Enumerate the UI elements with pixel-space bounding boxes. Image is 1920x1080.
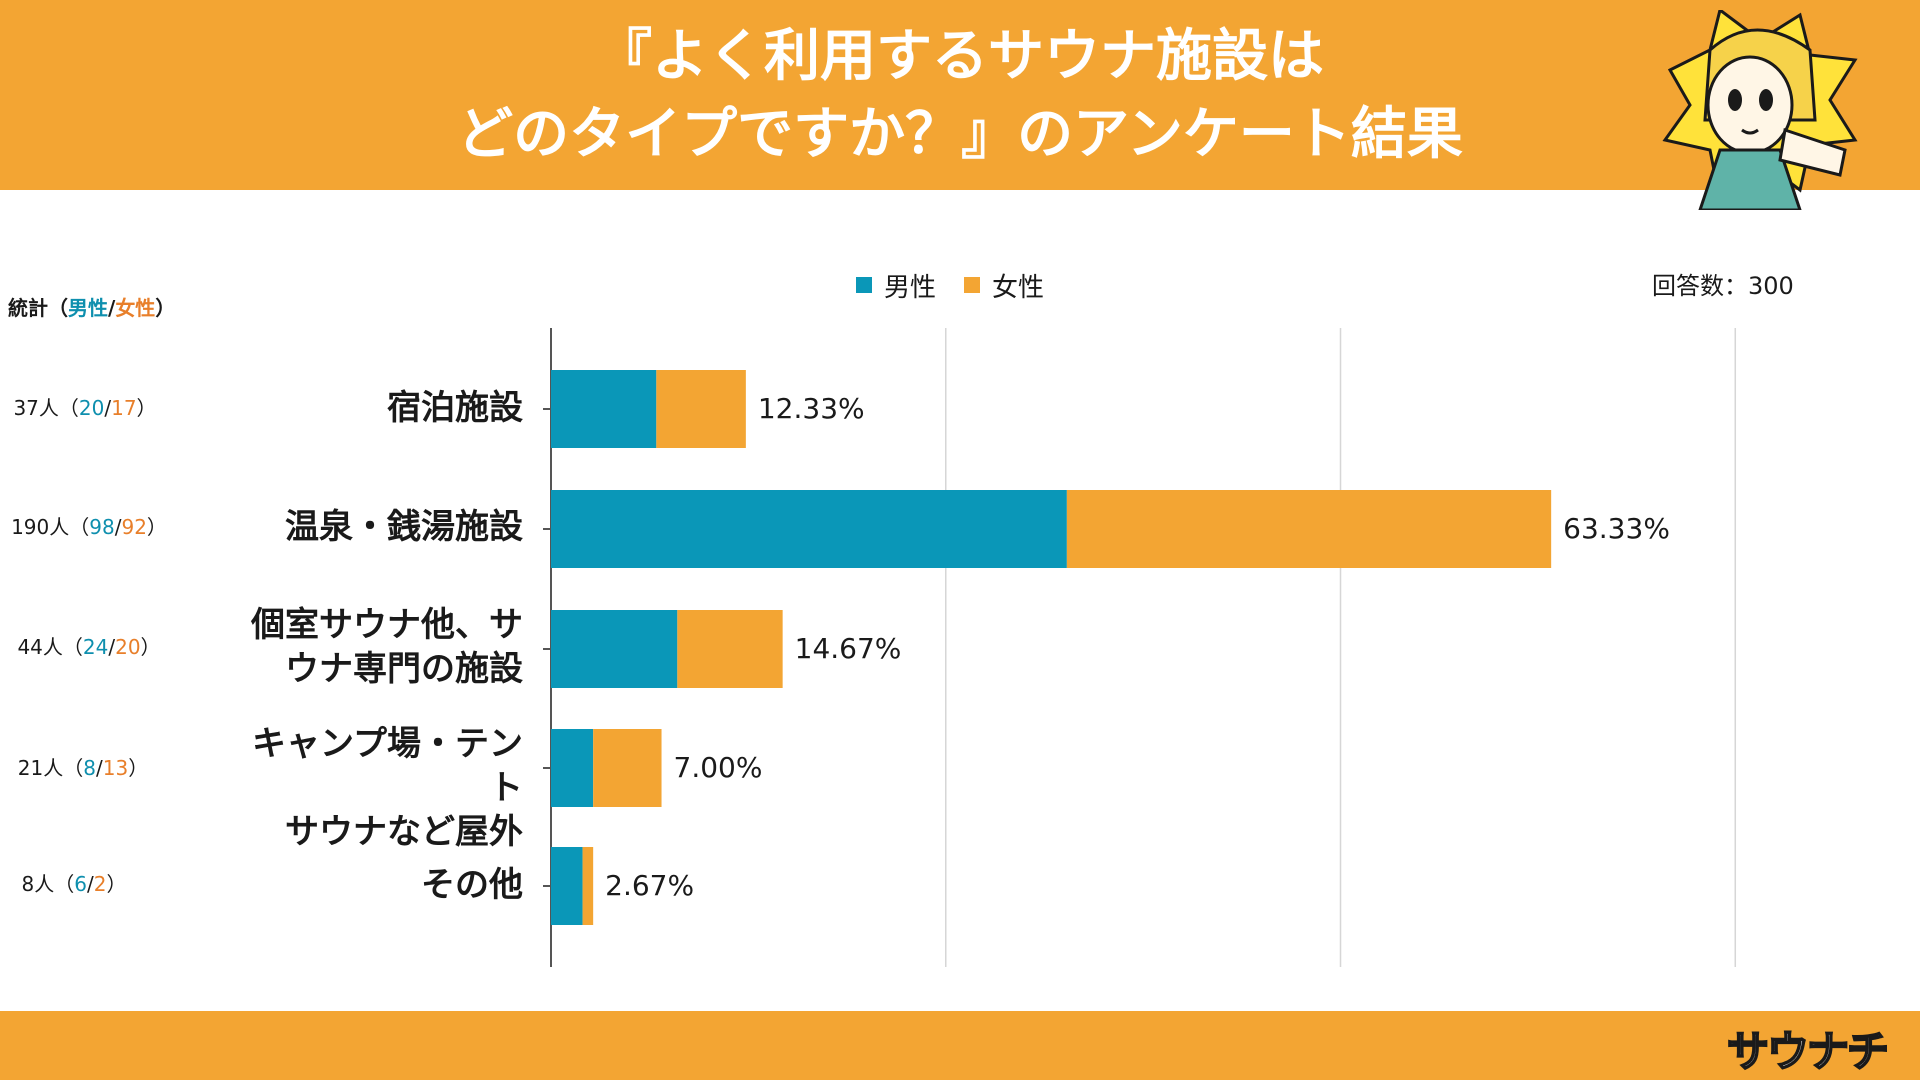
bar-male [551, 490, 1067, 568]
category-label: キャンプ場・テント サウナなど屋外 [223, 722, 523, 854]
category-label: 温泉・銭湯施設 [223, 505, 523, 549]
legend-item-male: 男性 [856, 267, 936, 304]
header-band [0, 0, 1920, 190]
respondent-count: 回答数：300 [1652, 272, 1794, 300]
bar-male [551, 610, 678, 688]
category-label-line: キャンプ場・テント [252, 724, 523, 808]
bar-male [551, 729, 594, 807]
stat-row: 37人（20/17） [13, 396, 157, 420]
stat-female: 92 [121, 515, 147, 539]
stats-title-female: 女性 [115, 296, 156, 320]
stats-title-prefix: 統計（ [8, 296, 68, 320]
footer-band [0, 1011, 1920, 1080]
stat-total: 21人 [17, 756, 64, 780]
stat-male: 20 [78, 396, 105, 420]
stat-male: 98 [89, 515, 115, 539]
stat-total: 190人 [11, 515, 70, 539]
legend-label-female: 女性 [992, 272, 1045, 303]
legend-label-male: 男性 [884, 272, 937, 303]
bar-data-label: 7.00% [673, 751, 763, 784]
stats-title-suffix: ） [155, 296, 176, 320]
bar-female [582, 847, 594, 925]
stat-male: 24 [82, 635, 109, 659]
page-title-line-2: どのタイプですか？』のアンケート結果 [457, 102, 1463, 167]
page-title-line-1: 『よく利用するサウナ施設は [596, 24, 1324, 89]
legend-swatch-male [856, 277, 872, 293]
legend-swatch-female [964, 277, 981, 293]
category-label-line: 温泉・銭湯施設 [285, 507, 523, 547]
bar-female [1066, 490, 1552, 568]
category-label-line: 個室サウナ他、サ [251, 605, 523, 645]
bar-data-label: 63.33% [1563, 512, 1670, 545]
footer-logo: サウナチ [1726, 1026, 1890, 1077]
bar-female [656, 370, 746, 448]
bar-male [551, 847, 583, 925]
stat-row: 8人（6/2） [21, 872, 127, 896]
stat-total: 37人 [13, 396, 59, 420]
stats-title: 統計（男性/女性） [8, 292, 175, 321]
stat-female: 2 [93, 872, 107, 896]
bar-data-label: 14.67% [794, 632, 902, 665]
category-label: 個室サウナ他、サ ウナ専門の施設 [223, 603, 523, 691]
bar-female [593, 729, 662, 807]
category-label: 宿泊施設 [223, 386, 523, 430]
category-label-line: ウナ専門の施設 [285, 649, 523, 689]
legend-item-female: 女性 [964, 267, 1044, 304]
category-label: その他 [223, 863, 523, 907]
bar-data-label: 12.33% [757, 392, 865, 425]
stat-male: 8 [83, 756, 96, 780]
category-label-line: 宿泊施設 [387, 388, 523, 428]
bar-male [551, 370, 657, 448]
category-label-line: その他 [421, 865, 523, 905]
chart-legend: 男性 女性 [856, 267, 1072, 304]
bar-female [677, 610, 783, 688]
stat-total: 8人 [21, 872, 55, 896]
stat-row: 44人（24/20） [17, 635, 161, 659]
stat-female: 17 [111, 396, 137, 420]
mascot-pointing-icon [1662, 10, 1858, 210]
stat-row: 190人（98/92） [11, 515, 167, 539]
category-label-line: サウナなど屋外 [285, 812, 523, 852]
stat-row: 21人（8/13） [17, 756, 149, 780]
stats-title-male: 男性 [68, 296, 108, 320]
stat-male: 6 [74, 872, 87, 896]
stat-female: 20 [115, 635, 141, 659]
stats-title-slash: / [108, 296, 116, 320]
stat-female: 13 [102, 756, 129, 780]
bar-data-label: 2.67% [605, 869, 695, 902]
stat-total: 44人 [17, 635, 63, 659]
